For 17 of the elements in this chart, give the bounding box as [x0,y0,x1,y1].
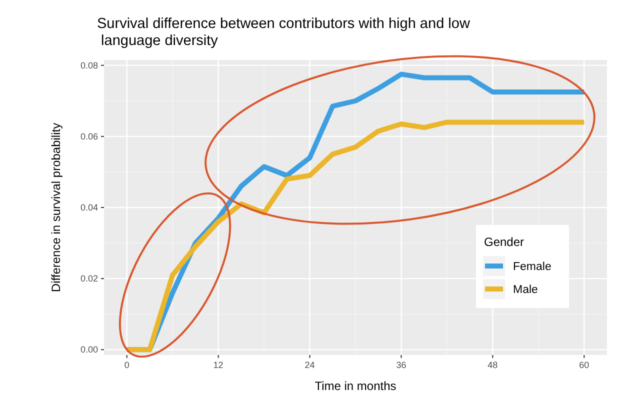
chart-title: Survival difference between contributors with high and low language diversity [97,16,470,49]
x-axis-title: Time in months [314,379,396,393]
legend-title: Gender [484,235,524,249]
y-tick-label: 0.08 [80,60,98,70]
y-tick-label: 0.02 [80,274,98,284]
x-tick-label: 48 [488,360,498,370]
x-tick-label: 12 [213,360,224,370]
y-tick-label: 0.04 [80,202,98,212]
y-tick-label: 0.00 [80,344,98,355]
x-tick-label: 60 [579,360,590,370]
y-tick-label: 0.06 [80,131,98,142]
legend-label: Female [513,261,552,273]
x-tick-label: 24 [304,360,315,370]
legend-label: Male [513,284,538,296]
x-tick-label: 0 [124,360,130,370]
x-tick-label: 36 [396,360,406,370]
y-axis-title: Difference in survival probability [49,122,63,292]
